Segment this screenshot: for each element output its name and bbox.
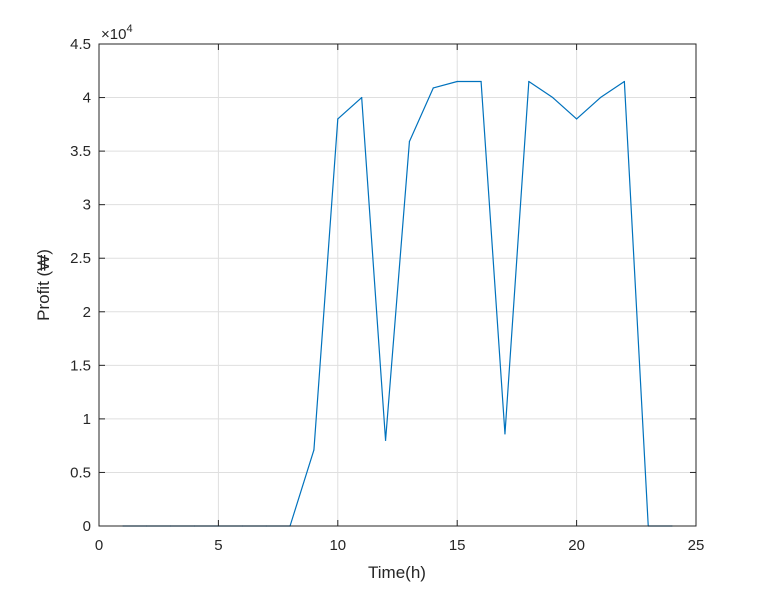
y-tick-label: 1.5 bbox=[70, 357, 91, 374]
y-tick-labels: 0 0.5 1 1.5 2 2.5 3 3.5 4 4.5 bbox=[70, 36, 91, 535]
x-tick-label: 0 bbox=[95, 537, 103, 554]
data-point bbox=[599, 96, 602, 99]
data-point bbox=[313, 449, 315, 451]
y-tick-label: 4.5 bbox=[70, 36, 91, 53]
y-tick-label: 0.5 bbox=[70, 464, 91, 481]
data-point bbox=[384, 439, 387, 441]
y-tick-label: 4 bbox=[83, 90, 91, 107]
data-point bbox=[552, 96, 554, 99]
y-tick-label: 2 bbox=[83, 304, 91, 321]
x-tick-label: 15 bbox=[449, 537, 466, 554]
data-point bbox=[337, 118, 339, 120]
tick-marks bbox=[98, 43, 697, 527]
x-tick-labels: 0 5 10 15 20 25 bbox=[95, 537, 705, 554]
y-exponent-label: ×104 bbox=[101, 23, 133, 43]
exponent-power: 4 bbox=[126, 23, 132, 35]
y-tick-label: 3.5 bbox=[70, 143, 91, 160]
data-point bbox=[432, 87, 434, 89]
data-point bbox=[361, 96, 363, 99]
data-point bbox=[528, 80, 530, 83]
data-point bbox=[480, 80, 482, 83]
y-tick-label: 2.5 bbox=[70, 250, 91, 267]
axes-box bbox=[98, 43, 697, 527]
exponent-base: ×10 bbox=[101, 26, 126, 43]
data-point bbox=[623, 80, 625, 83]
x-tick-label: 5 bbox=[214, 537, 222, 554]
x-tick-label: 25 bbox=[688, 537, 705, 554]
data-point bbox=[576, 118, 578, 120]
y-axis-title: Profit (₩) bbox=[34, 249, 53, 321]
x-tick-label: 20 bbox=[568, 537, 585, 554]
y-tick-label: 1 bbox=[83, 411, 91, 428]
x-tick-label: 10 bbox=[329, 537, 346, 554]
data-point bbox=[456, 80, 458, 83]
data-point bbox=[408, 140, 411, 143]
x-axis-title: Time(h) bbox=[368, 563, 426, 582]
data-point bbox=[504, 433, 506, 435]
y-tick-label: 3 bbox=[83, 197, 91, 214]
y-tick-label: 0 bbox=[83, 518, 91, 535]
